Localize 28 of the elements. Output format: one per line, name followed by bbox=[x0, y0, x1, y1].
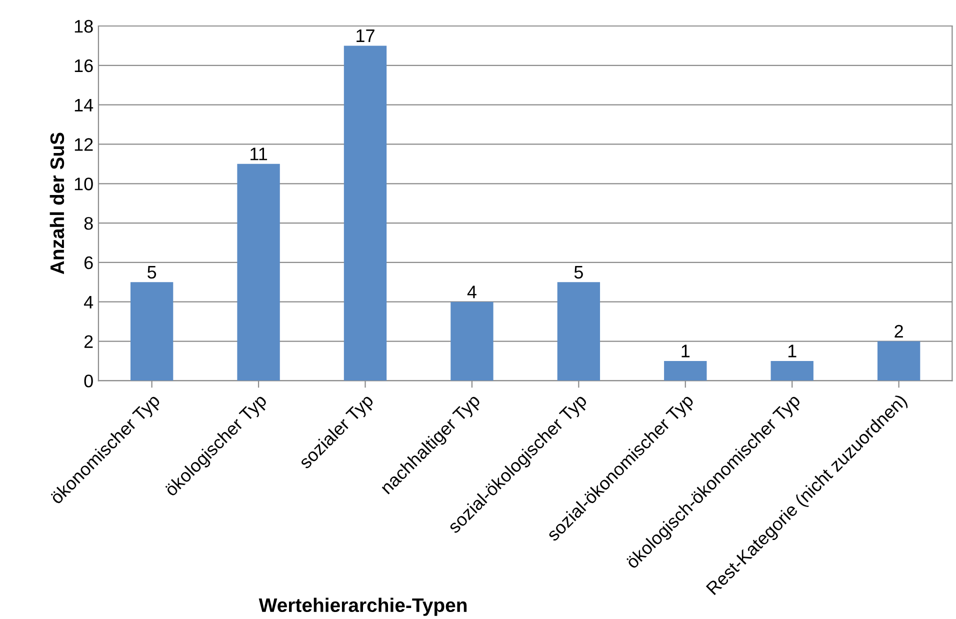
y-tick-label: 12 bbox=[74, 138, 93, 151]
data-label: 5 bbox=[574, 266, 583, 279]
bar bbox=[557, 282, 600, 381]
bar bbox=[450, 302, 494, 381]
y-tick-label: 8 bbox=[84, 216, 93, 230]
y-tick-label: 6 bbox=[84, 256, 93, 270]
y-tick-label: 4 bbox=[84, 296, 94, 308]
y-axis-title: Anzahl der SuS bbox=[50, 132, 64, 274]
y-tick-label: 18 bbox=[74, 20, 93, 33]
bar bbox=[664, 360, 707, 381]
y-tick-label: 14 bbox=[74, 98, 94, 112]
bar bbox=[770, 360, 814, 381]
data-label: 4 bbox=[467, 286, 476, 298]
bar bbox=[344, 46, 387, 381]
bar bbox=[877, 341, 920, 381]
data-label: 5 bbox=[148, 266, 156, 279]
data-label: 17 bbox=[356, 30, 374, 42]
y-tick-label: 16 bbox=[74, 59, 93, 72]
y-tick-label: 2 bbox=[84, 335, 93, 348]
data-label: 2 bbox=[894, 324, 903, 338]
x-axis-title: Wertehierarchie-Typen bbox=[258, 598, 467, 616]
bar bbox=[237, 164, 280, 381]
data-label: 11 bbox=[250, 148, 268, 160]
y-tick-label: 10 bbox=[74, 178, 93, 190]
data-label: 1 bbox=[788, 344, 796, 358]
y-tick-label: 0 bbox=[84, 374, 93, 388]
bar bbox=[130, 282, 174, 381]
data-label: 1 bbox=[682, 344, 690, 358]
